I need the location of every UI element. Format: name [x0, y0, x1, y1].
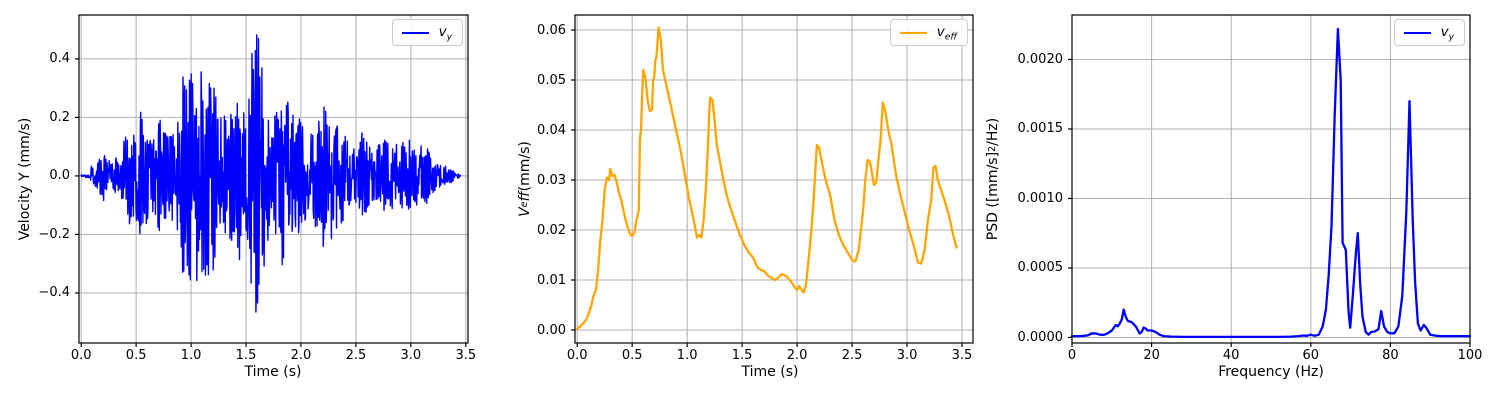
series-line-v_y [1070, 27, 1472, 339]
x-tick-label: 1.0 [180, 348, 202, 363]
series-line-v_y [80, 34, 461, 313]
y-tick-label: 0.01 [537, 272, 566, 288]
legend-label: veff [936, 24, 957, 43]
x-tick-label: 80 [1382, 348, 1399, 363]
series-line-v_eff [576, 26, 958, 331]
y-tick-label: 0.2 [49, 109, 70, 125]
x-tick-label: 1.5 [235, 348, 257, 363]
x-axis-label: Frequency (Hz) [1218, 364, 1324, 380]
legend-label: vy [438, 24, 452, 43]
y-axis-label: Velocity Y (mm/s) [17, 117, 33, 241]
y-tick-label: 0.0000 [1017, 329, 1064, 345]
y-tick-label: 0.05 [537, 72, 566, 88]
x-axis-label: Time (s) [244, 364, 302, 380]
x-tick-label: 0.0 [70, 348, 92, 363]
legend-box: veff [889, 19, 968, 46]
x-tick-label: 2.0 [290, 348, 312, 363]
legend-line-sample [1403, 31, 1431, 34]
axes-frame [1071, 14, 1471, 344]
y-tick-label: 0.0005 [1017, 260, 1064, 276]
axes-frame [78, 14, 469, 344]
legend-box: vy [1393, 19, 1465, 46]
axes-frame [574, 14, 974, 344]
y-tick-label: 0.04 [537, 122, 566, 138]
x-tick-label: 0.0 [566, 348, 588, 363]
x-tick-label: 60 [1302, 348, 1320, 363]
y-tick-label: 0.02 [537, 222, 566, 238]
x-tick-label: 3.5 [951, 348, 973, 363]
x-tick-label: 0 [1067, 348, 1077, 363]
x-tick-label: 3.0 [400, 348, 422, 363]
x-tick-label: 100 [1457, 348, 1483, 363]
y-tick-label: 0.00 [537, 322, 566, 338]
y-axis-label: PSD ([mm/s] 2/Hz) [985, 117, 1001, 241]
x-tick-label: 1.0 [676, 348, 698, 363]
legend-line-sample [401, 31, 429, 34]
x-tick-label: 1.5 [731, 348, 753, 363]
x-tick-label: 0.5 [621, 348, 643, 363]
x-tick-label: 2.0 [786, 348, 808, 363]
legend-box: vy [391, 19, 463, 46]
x-tick-label: 0.5 [125, 348, 147, 363]
y-tick-label: 0.4 [49, 51, 70, 67]
legend-line-sample [899, 31, 927, 34]
x-axis-label: Time (s) [741, 364, 799, 380]
x-tick-label: 40 [1222, 348, 1240, 363]
x-tick-label: 3.5 [455, 348, 477, 363]
y-tick-label: 0.0 [49, 168, 70, 184]
x-tick-label: 2.5 [841, 348, 863, 363]
y-tick-label: 0.06 [537, 22, 566, 38]
y-tick-label: 0.03 [537, 172, 566, 188]
legend-label: vy [1440, 24, 1454, 43]
y-tick-label: 0.0010 [1017, 190, 1064, 206]
y-tick-label: −0.2 [38, 226, 70, 242]
y-tick-label: −0.4 [38, 285, 70, 301]
x-tick-label: 2.5 [345, 348, 367, 363]
x-tick-label: 3.0 [896, 348, 918, 363]
y-tick-label: 0.0020 [1017, 51, 1064, 67]
x-tick-label: 20 [1143, 348, 1160, 363]
y-tick-label: 0.0015 [1017, 121, 1064, 137]
